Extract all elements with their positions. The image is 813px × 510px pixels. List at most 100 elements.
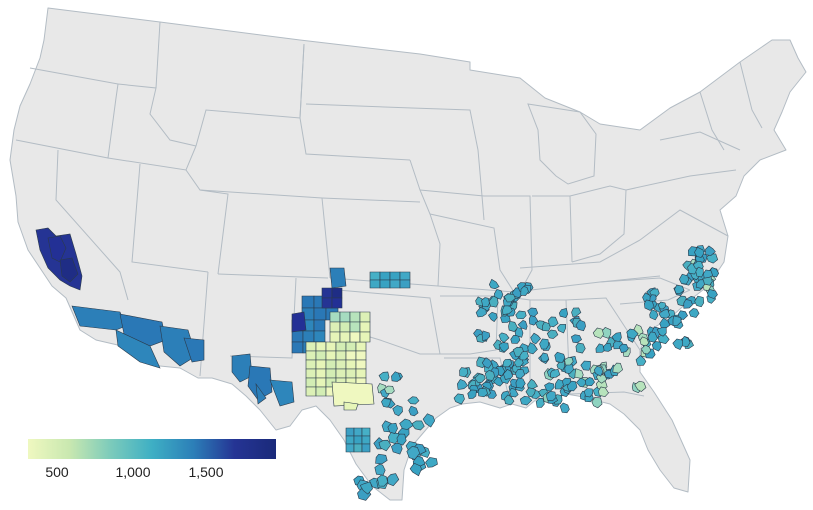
county-shape [649,294,657,302]
county-shape [305,350,317,361]
county-shape [570,334,582,344]
county-shape [515,377,526,389]
county-shape [706,289,718,299]
county-shape [406,446,421,460]
county-shape [335,359,347,370]
colorbar-gradient [28,439,276,459]
county-shape [389,271,401,281]
county-shape [595,343,605,353]
county-shape [556,360,565,371]
county-shape [519,350,529,361]
county-shape [554,378,564,390]
county-shape [345,443,355,453]
county-shape [493,289,504,300]
county-shape [331,297,343,309]
county-shape [47,235,67,263]
county-shape [349,311,361,323]
county-shape [474,373,486,383]
county-shape [647,331,658,343]
county-shape [384,385,395,394]
county-shape [59,257,79,283]
county-shape [301,295,315,309]
county-shape [391,371,402,382]
county-shape [520,285,529,296]
county-shape [392,404,403,417]
county-shape [345,359,357,370]
county-shape [575,319,586,332]
county-shape [305,341,317,352]
county-shape [575,342,586,354]
county-shape [345,341,357,352]
colorbar-tick-label-500: 500 [45,464,69,480]
county-shape [345,427,355,437]
county-shape [399,418,414,430]
county-shape [603,343,613,352]
county-shape [329,321,341,333]
county-shape [695,266,704,278]
county-shape [345,350,357,361]
county-shape [593,365,604,377]
county-shape [315,386,327,397]
county-shape [598,386,609,398]
county-shape [649,309,659,321]
county-shape [584,377,595,387]
county-shape [657,301,667,310]
county-shape [546,329,559,339]
county-shape [339,331,351,343]
county-shape [331,287,343,299]
county-shape [504,394,515,406]
county-shape [651,341,662,352]
county-shape [361,443,371,453]
county-shape [425,457,438,468]
county-shape [379,271,391,281]
county-shape [409,462,422,477]
county-shape [564,363,574,375]
county-shape [408,405,419,417]
county-shape [502,358,512,368]
county-shape [453,393,465,405]
county-shape [694,295,705,308]
county-shape [329,267,347,289]
county-shape [672,338,683,350]
county-layer [35,227,720,501]
county-shape [345,435,355,445]
county-shape [315,368,327,379]
county-shape [325,341,337,352]
county-shape [375,453,388,465]
county-shape [550,368,561,378]
county-shape [255,382,267,405]
county-shape [514,327,524,338]
county-shape [305,359,317,370]
county-shape [313,307,327,321]
county-shape [592,327,604,339]
county-shape [321,287,333,299]
county-shape [558,308,569,319]
county-shape [640,344,652,355]
county-shape [159,325,197,367]
county-shape [313,319,326,332]
county-shape [477,387,488,398]
county-shape [315,341,327,352]
county-shape [379,279,391,289]
county-shape [557,324,567,334]
county-shape [545,390,557,402]
county-shape [566,380,578,392]
county-shape [302,330,315,343]
county-shape [502,304,513,315]
county-shape [683,299,693,309]
county-shape [688,308,700,318]
county-shape [481,357,493,369]
county-shape [422,413,436,428]
county-shape [399,279,411,289]
county-shape [488,278,500,290]
county-shape [498,342,509,353]
county-shape [509,387,519,398]
county-shape [325,368,337,379]
county-shape [339,311,351,323]
county-shape [634,380,647,392]
county-shape [359,331,371,343]
county-shape [540,352,550,363]
county-shape [315,377,327,388]
colorbar-tick-label-1500: 1,500 [188,464,223,480]
county-shape [595,373,608,384]
